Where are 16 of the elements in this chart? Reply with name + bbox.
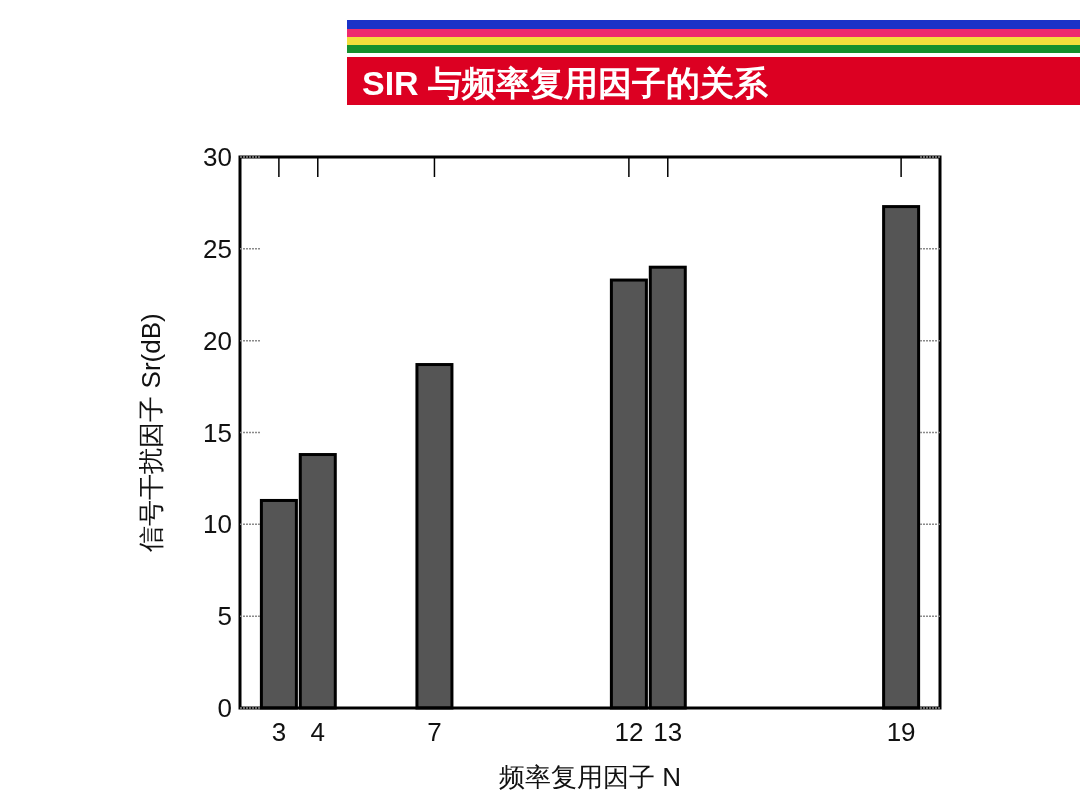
y-tick-label: 5 (217, 601, 232, 632)
y-tick-label: 10 (203, 509, 232, 540)
x-tick-label: 13 (653, 717, 683, 747)
y-tick-label: 30 (203, 142, 232, 172)
y-axis-title: 信号干扰因子 Sr(dB) (136, 313, 166, 552)
y-tick-label: 0 (217, 693, 232, 723)
y-tick-label: 15 (203, 417, 232, 448)
x-tick-label: 4 (310, 717, 326, 747)
x-axis-title: 频率复用因子 N (499, 762, 681, 792)
y-tick-label: 25 (203, 233, 232, 264)
x-tick-label: 7 (427, 717, 442, 747)
y-tick-label: 20 (203, 325, 232, 356)
x-tick-label: 19 (886, 717, 916, 747)
x-tick-label: 12 (614, 717, 644, 747)
chart-title: SIR 与频率复用因子的关系 (362, 64, 770, 102)
x-tick-label: 3 (271, 717, 287, 747)
